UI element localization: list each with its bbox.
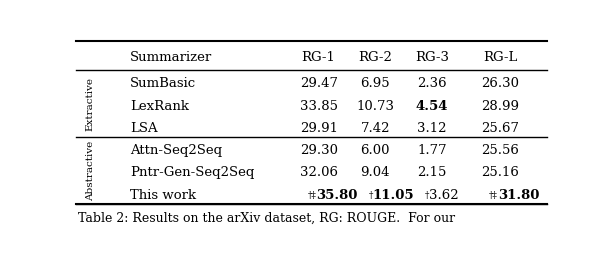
Text: †: † xyxy=(425,191,429,200)
Text: Table 2: Results on the arXiv dataset, RG: ROUGE.  For our: Table 2: Results on the arXiv dataset, R… xyxy=(78,212,455,225)
Text: LSA: LSA xyxy=(130,122,158,135)
Text: 26.30: 26.30 xyxy=(481,77,519,90)
Text: RG-2: RG-2 xyxy=(358,51,392,64)
Text: RG-3: RG-3 xyxy=(415,51,449,64)
Text: 1.77: 1.77 xyxy=(417,144,446,157)
Text: 9.04: 9.04 xyxy=(361,166,390,180)
Text: 29.30: 29.30 xyxy=(300,144,337,157)
Text: 25.67: 25.67 xyxy=(481,122,519,135)
Text: 10.73: 10.73 xyxy=(356,100,394,113)
Text: 31.80: 31.80 xyxy=(498,189,539,202)
Text: 3.12: 3.12 xyxy=(417,122,446,135)
Text: RG-L: RG-L xyxy=(483,51,517,64)
Text: LexRank: LexRank xyxy=(130,100,189,113)
Text: Abstractive: Abstractive xyxy=(86,141,95,201)
Text: 29.91: 29.91 xyxy=(300,122,337,135)
Text: Extractive: Extractive xyxy=(86,77,95,131)
Text: †‡: †‡ xyxy=(489,191,498,200)
Text: RG-1: RG-1 xyxy=(302,51,336,64)
Text: 33.85: 33.85 xyxy=(300,100,337,113)
Text: This work: This work xyxy=(130,189,196,202)
Text: 6.95: 6.95 xyxy=(361,77,390,90)
Text: SumBasic: SumBasic xyxy=(130,77,196,90)
Text: 2.15: 2.15 xyxy=(417,166,446,180)
Text: 7.42: 7.42 xyxy=(361,122,390,135)
Text: 3.62: 3.62 xyxy=(429,189,459,202)
Text: 29.47: 29.47 xyxy=(300,77,337,90)
Text: Attn-Seq2Seq: Attn-Seq2Seq xyxy=(130,144,223,157)
Text: 35.80: 35.80 xyxy=(316,189,358,202)
Text: 4.54: 4.54 xyxy=(415,100,448,113)
Text: 25.56: 25.56 xyxy=(481,144,519,157)
Text: 6.00: 6.00 xyxy=(361,144,390,157)
Text: †: † xyxy=(368,191,373,200)
Text: 2.36: 2.36 xyxy=(417,77,446,90)
Text: 28.99: 28.99 xyxy=(481,100,519,113)
Text: Pntr-Gen-Seq2Seq: Pntr-Gen-Seq2Seq xyxy=(130,166,255,180)
Text: †‡: †‡ xyxy=(308,191,316,200)
Text: 11.05: 11.05 xyxy=(373,189,415,202)
Text: 25.16: 25.16 xyxy=(481,166,519,180)
Text: Summarizer: Summarizer xyxy=(130,51,212,64)
Text: 32.06: 32.06 xyxy=(300,166,337,180)
